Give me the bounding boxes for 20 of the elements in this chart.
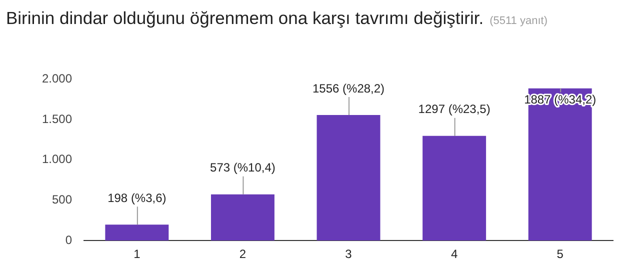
bar [316, 115, 380, 241]
y-tick-label: 2.000 [42, 72, 72, 86]
chart-title: Birinin dindar olduğunu öğrenmem ona karşı tavrımı değiştirir. [6, 8, 484, 28]
data-label: 573 (%10,4) [210, 160, 276, 175]
y-tick-label: 1.000 [42, 152, 72, 166]
chart-subtitle: (5511 yanıt) [490, 15, 548, 27]
bar [422, 136, 486, 241]
y-tick-label: 500 [52, 192, 72, 207]
x-tick-label: 3 [345, 247, 352, 262]
y-tick-label: 0 [65, 232, 72, 247]
data-label: 1556 (%28,2) [312, 81, 385, 96]
bar [105, 224, 169, 241]
data-label: 198 (%3,6) [108, 190, 166, 205]
bar [210, 194, 274, 241]
x-tick-label: 4 [450, 247, 458, 262]
x-tick-label: 2 [239, 247, 246, 262]
x-tick-label: 1 [134, 247, 141, 262]
data-label: 1297 (%23,5) [418, 102, 490, 116]
y-tick-label: 1.500 [42, 112, 72, 126]
x-tick-label: 5 [556, 247, 564, 262]
